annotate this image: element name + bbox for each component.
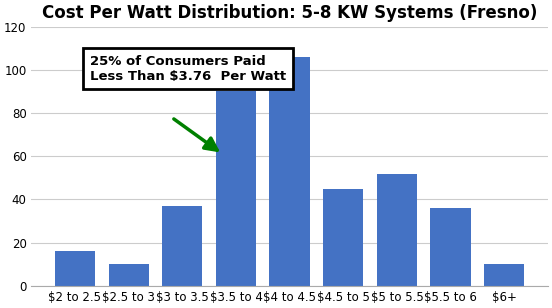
Bar: [109, 264, 149, 286]
Bar: [484, 264, 524, 286]
Bar: [216, 91, 256, 286]
Bar: [55, 251, 95, 286]
Bar: [269, 57, 310, 286]
Text: 25% of Consumers Paid
Less Than $3.76  Per Watt: 25% of Consumers Paid Less Than $3.76 Pe…: [90, 55, 286, 83]
Bar: [323, 189, 363, 286]
Bar: [162, 206, 203, 286]
Bar: [377, 173, 417, 286]
Bar: [431, 208, 471, 286]
Title: Cost Per Watt Distribution: 5-8 KW Systems (Fresno): Cost Per Watt Distribution: 5-8 KW Syste…: [42, 4, 537, 22]
